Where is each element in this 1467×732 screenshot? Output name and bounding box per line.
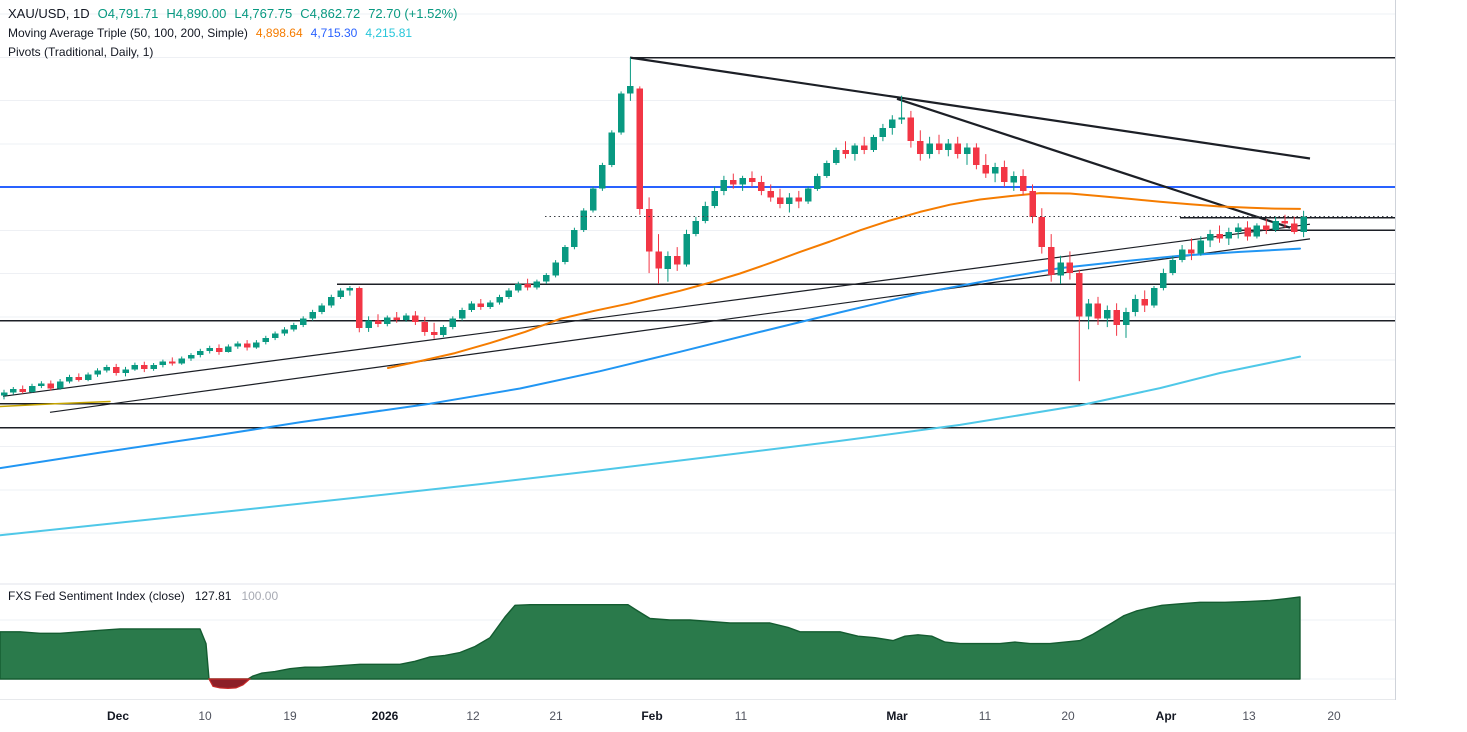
time-label: 21 [549,709,563,723]
ma-indicator-title: Moving Average Triple (50, 100, 200, Sim… [8,26,248,40]
ohlc-close: C4,862.72 [300,6,361,21]
symbol-title: XAU/USD, 1D [8,6,90,21]
time-label: 10 [198,709,212,723]
time-label: 13 [1242,709,1256,723]
ma100-value: 4,715.30 [310,26,358,40]
time-label: Mar [886,709,908,723]
time-label: Apr [1155,709,1177,723]
pivots-indicator-title: Pivots (Traditional, Daily, 1) [8,45,154,59]
time-label: 12 [466,709,480,723]
time-label: 11 [734,709,748,723]
price-axis[interactable]: 5,800.005,400.005,200.003,800.003,600.00… [1396,0,1467,700]
time-label: Dec [106,709,130,723]
sentiment-value: 127.81 [194,589,232,603]
sentiment-indicator-title: FXS Fed Sentiment Index (close) [8,589,185,603]
time-axis[interactable]: Dec 10 19 2026 12 21 Feb 11 Mar 11 20 Apr 13 20 [0,700,1467,732]
time-label: 2026 [371,709,399,723]
time-label: 11 [978,709,992,723]
ma200-value: 4,215.81 [365,26,413,40]
legend-pivots-row[interactable]: Pivots (Traditional, Daily, 1) [8,45,457,59]
legend: XAU/USD, 1D O4,791.71 H4,890.00 L4,767.7… [8,6,457,64]
ohlc-open: O4,791.71 [97,6,159,21]
time-label: Feb [641,709,663,723]
sentiment-value-secondary: 100.00 [241,589,279,603]
ohlc-low: L4,767.75 [234,6,293,21]
legend-symbol-row[interactable]: XAU/USD, 1D O4,791.71 H4,890.00 L4,767.7… [8,6,457,21]
time-label: 19 [283,709,297,723]
ohlc-high: H4,890.00 [166,6,227,21]
legend-sub-row[interactable]: FXS Fed Sentiment Index (close) 127.81 1… [8,589,278,603]
legend-ma-row[interactable]: Moving Average Triple (50, 100, 200, Sim… [8,26,457,40]
time-label: 20 [1061,709,1075,723]
change-value: 72.70 (+1.52%) [368,6,458,21]
time-label: 20 [1327,709,1341,723]
ma50-value: 4,898.64 [255,26,303,40]
